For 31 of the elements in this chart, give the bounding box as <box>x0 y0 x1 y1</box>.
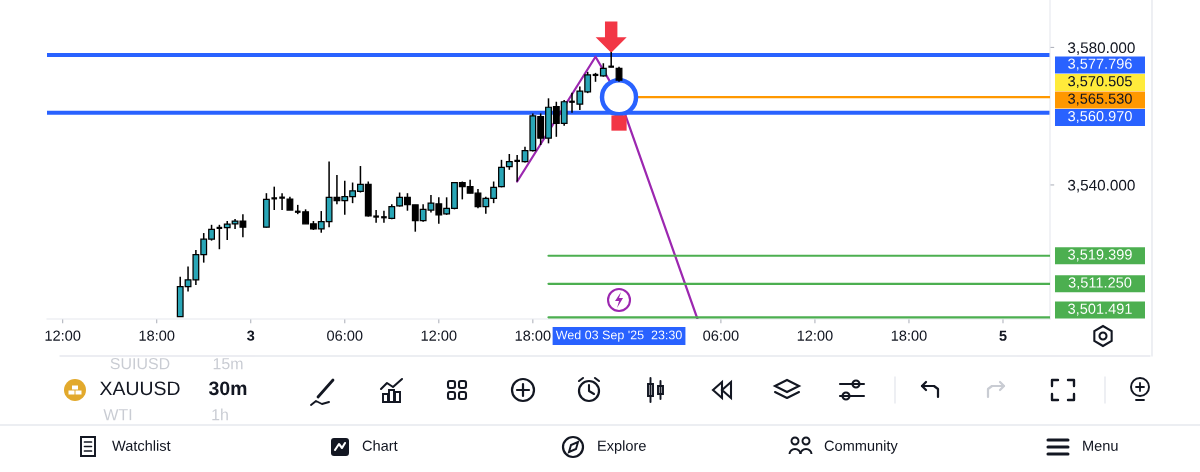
data-label: 3,511.250 <box>1068 277 1132 290</box>
x-tick-label: 06:00 <box>703 330 739 341</box>
candlestick <box>498 159 505 189</box>
x-tick-label: 3 <box>247 330 255 341</box>
x-tick-label: 18:00 <box>139 330 175 341</box>
candlestick <box>607 51 616 69</box>
text: 3,570.505 <box>1068 76 1132 89</box>
text: Wed 03 Sep '25 23:30 <box>555 330 682 342</box>
text: Explore <box>598 440 646 454</box>
data-label: 3,501.491 <box>1068 303 1132 316</box>
x-tick-label: 18:00 <box>515 330 551 341</box>
text: 30m <box>208 381 247 396</box>
x-tick-label: 06:00 <box>327 330 363 341</box>
line-series <box>516 55 699 319</box>
x-tick-label: 18:00 <box>891 330 927 341</box>
ref-line-label: 3,577.796 <box>1068 58 1132 71</box>
text: Community <box>824 440 898 454</box>
x-tick-label: 12:00 <box>421 330 457 341</box>
x-tick-label: 5 <box>999 330 1007 341</box>
y-tick-label: 3,540.000 <box>1067 179 1135 193</box>
x-tick-label: 12:00 <box>797 330 833 341</box>
text: XAUUSD <box>99 381 180 396</box>
text: Watchlist <box>112 440 171 451</box>
data-label: 3,565.530 <box>1068 93 1132 106</box>
y-tick-label: 3,580.000 <box>1067 42 1135 55</box>
x-tick-label: 12:00 <box>45 330 81 341</box>
ref-line-label: 3,560.970 <box>1068 111 1132 124</box>
text: Chart <box>362 440 398 451</box>
text: Menu <box>1083 440 1118 451</box>
data-label: 3,519.399 <box>1068 249 1132 262</box>
candlestick <box>270 185 279 211</box>
